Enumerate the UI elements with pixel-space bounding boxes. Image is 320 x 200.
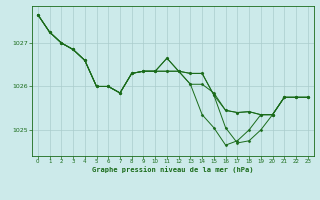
X-axis label: Graphe pression niveau de la mer (hPa): Graphe pression niveau de la mer (hPa) [92,166,253,173]
